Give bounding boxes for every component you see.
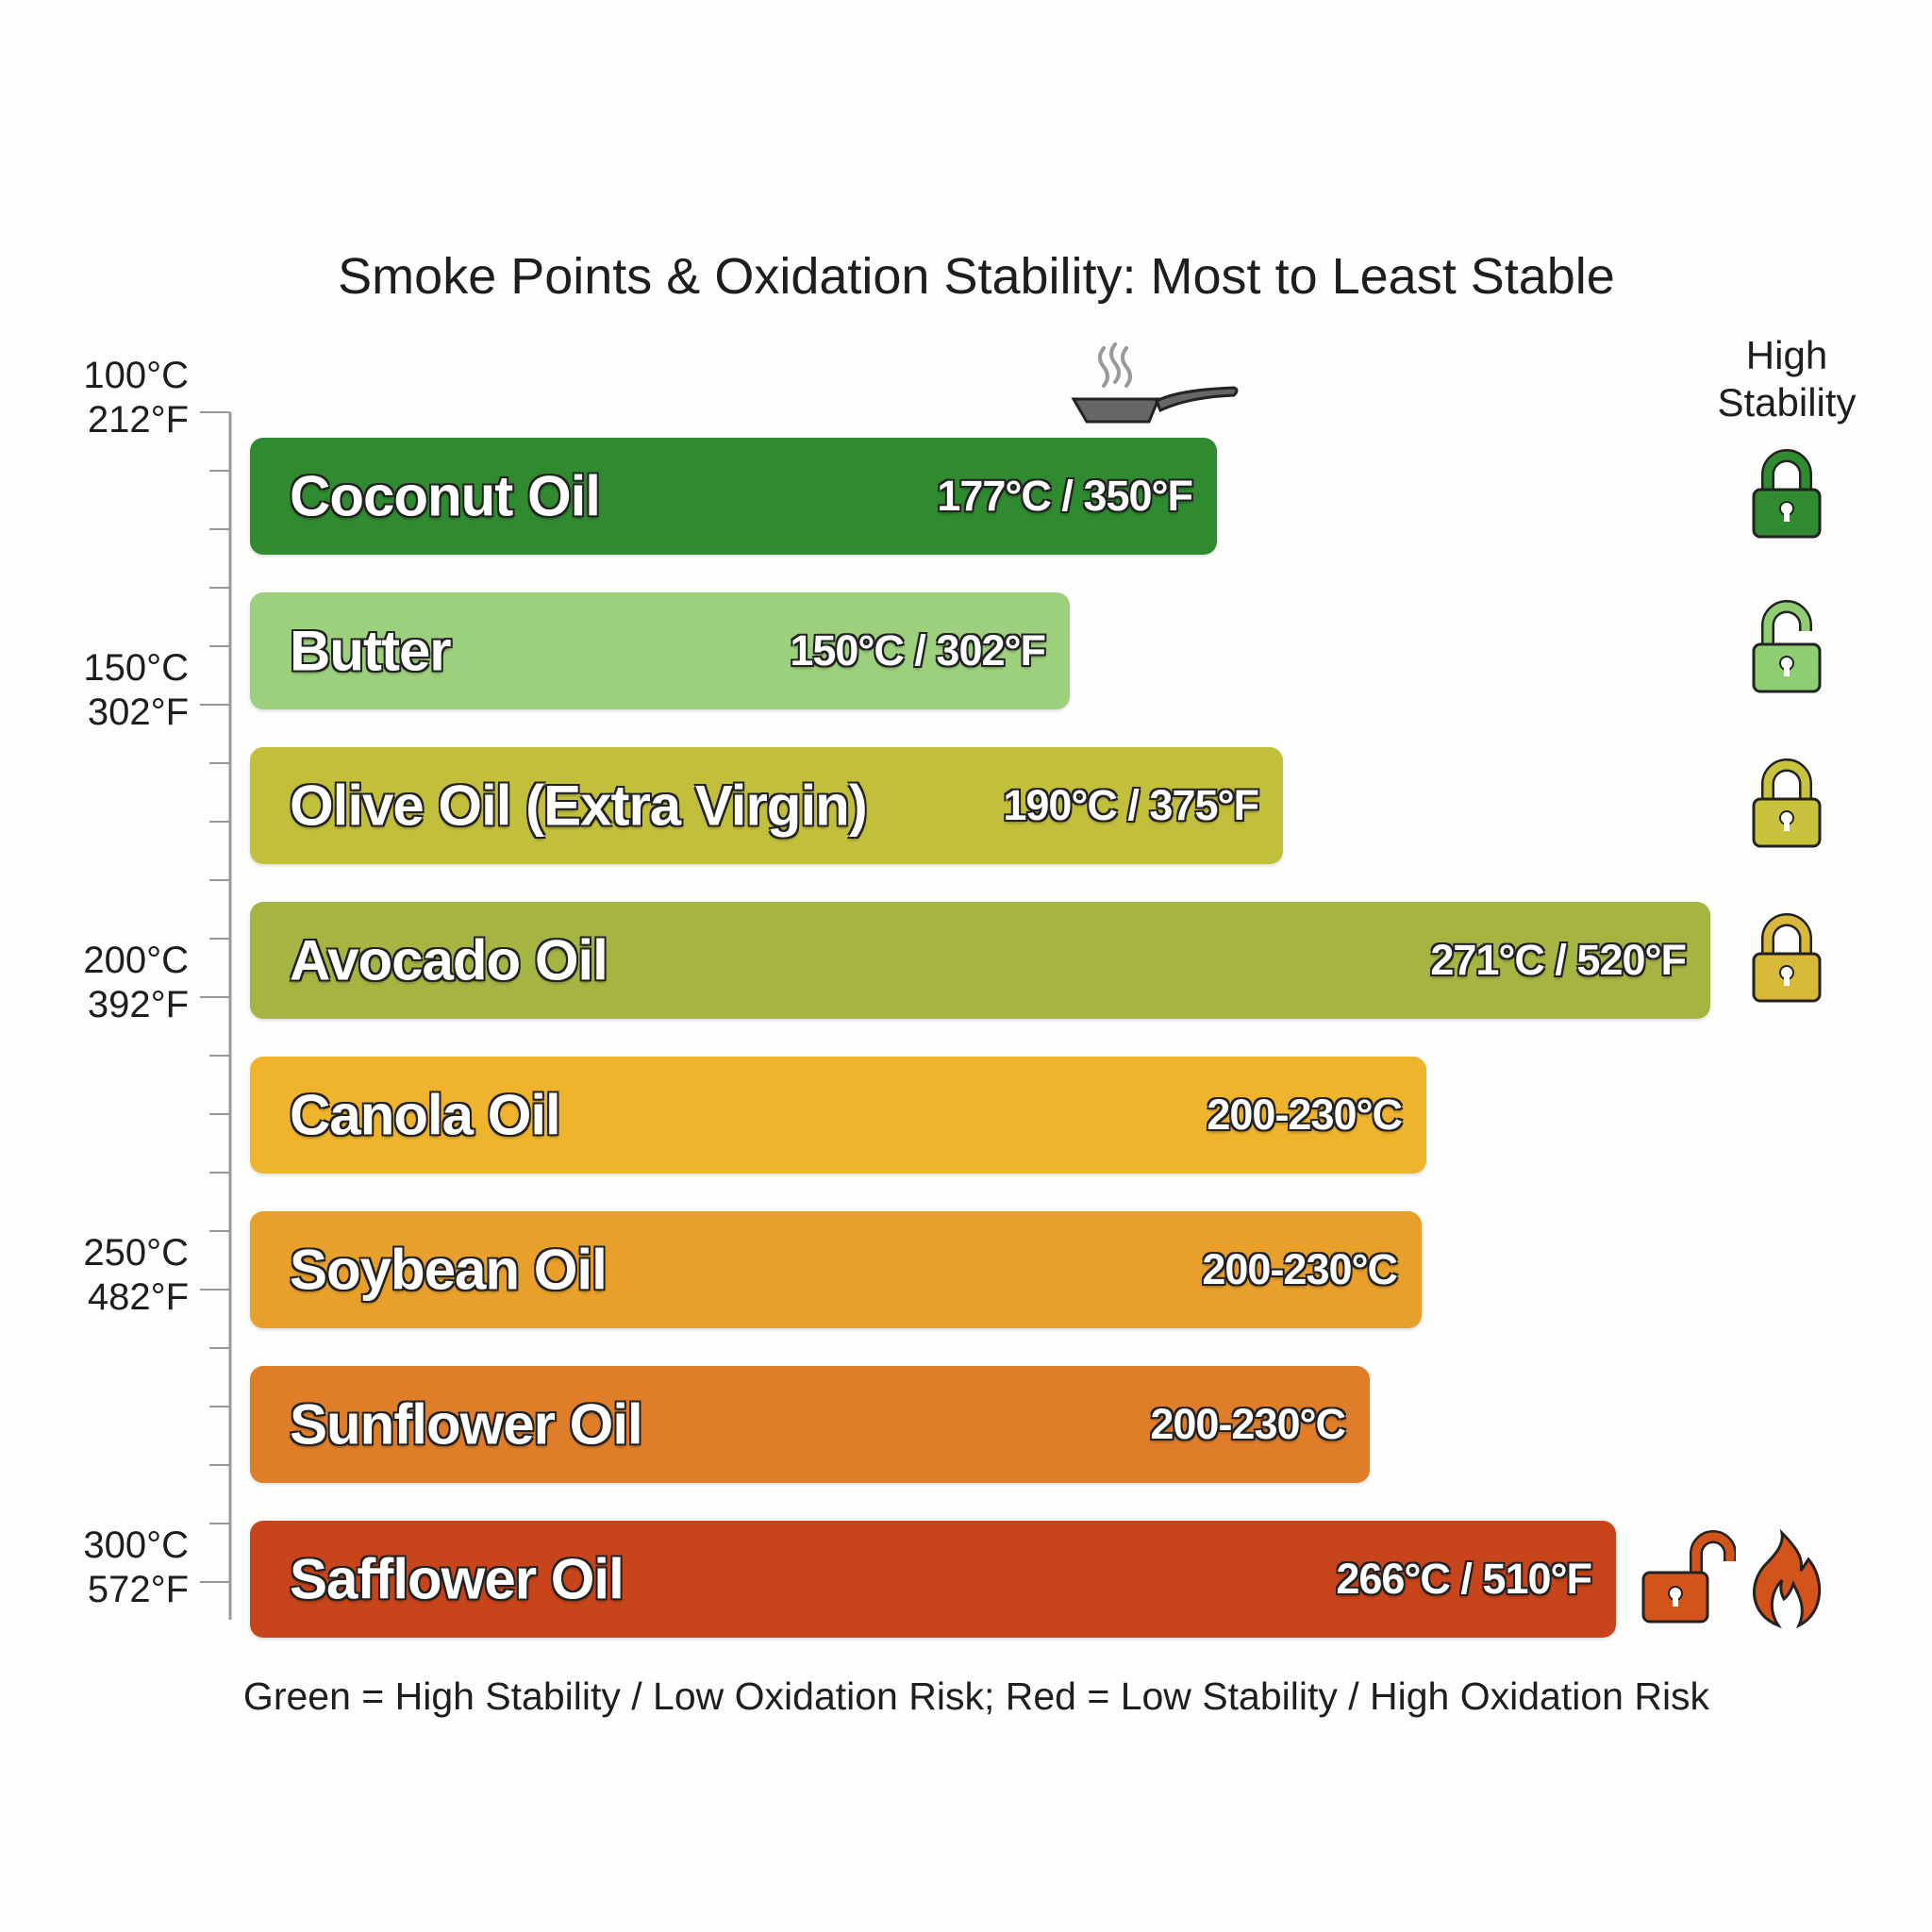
bar-value-label: 266°C / 510°F xyxy=(1336,1555,1592,1603)
bar-butter: Butter 150°C / 302°F xyxy=(250,592,1070,709)
bar-label: Avocado Oil xyxy=(290,928,608,992)
axis-tick-label: 250°C 482°F xyxy=(57,1231,189,1320)
tick-label-fahrenheit: 482°F xyxy=(87,1276,189,1318)
flame-icon xyxy=(1753,1528,1821,1629)
axis-tick-label: 200°C 392°F xyxy=(57,939,189,1027)
lock-closed-icon xyxy=(1752,449,1822,539)
bar-value-label: 150°C / 302°F xyxy=(790,626,1046,675)
tick-label-celsius: 100°C xyxy=(83,355,189,396)
lock-closed-icon xyxy=(1752,913,1822,1003)
bar-olive-oil-extra-virgin: Olive Oil (Extra Virgin) 190°C / 375°F xyxy=(250,747,1283,864)
bar-safflower-oil: Safflower Oil 266°C / 510°F xyxy=(250,1521,1616,1638)
tick-label-fahrenheit: 212°F xyxy=(87,399,189,441)
bar-label: Canola Oil xyxy=(290,1083,561,1147)
tick-label-celsius: 200°C xyxy=(83,940,189,981)
bar-sunflower-oil: Sunflower Oil 200-230°C xyxy=(250,1366,1370,1483)
bar-label: Coconut Oil xyxy=(290,464,601,528)
bar-label: Sunflower Oil xyxy=(290,1392,643,1457)
bar-value-label: 190°C / 375°F xyxy=(1003,781,1259,829)
bar-avocado-oil: Avocado Oil 271°C / 520°F xyxy=(250,902,1710,1019)
lock-open-icon xyxy=(1752,600,1822,693)
bar-canola-oil: Canola Oil 200-230°C xyxy=(250,1057,1426,1174)
axis-tick-label: 150°C 302°F xyxy=(57,646,189,735)
bar-label: Butter xyxy=(290,619,452,683)
axis-tick-label: 300°C 572°F xyxy=(57,1524,189,1612)
tick-label-celsius: 300°C xyxy=(83,1524,189,1566)
bar-coconut-oil: Coconut Oil 177°C / 350°F xyxy=(250,438,1217,555)
tick-label-celsius: 150°C xyxy=(83,647,189,689)
bar-label: Safflower Oil xyxy=(290,1547,625,1611)
tick-label-celsius: 250°C xyxy=(83,1232,189,1274)
bar-label: Olive Oil (Extra Virgin) xyxy=(290,774,868,838)
bar-value-label: 200-230°C xyxy=(1202,1245,1398,1293)
chart-footer-legend: Green = High Stability / Low Oxidation R… xyxy=(242,1674,1710,1718)
tick-label-fahrenheit: 302°F xyxy=(87,691,189,733)
frying-pan-icon xyxy=(1071,342,1239,424)
bar-label: Soybean Oil xyxy=(290,1238,608,1302)
chart-title: Smoke Points & Oxidation Stability: Most… xyxy=(338,248,1615,305)
tick-label-fahrenheit: 392°F xyxy=(87,984,189,1025)
lock-open-icon xyxy=(1641,1530,1736,1624)
bar-value-label: 271°C / 520°F xyxy=(1430,936,1687,984)
stability-legend-label: High Stability xyxy=(1717,333,1857,425)
axis-tick-label: 100°C 212°F xyxy=(57,354,189,442)
bar-value-label: 200-230°C xyxy=(1207,1091,1403,1139)
lock-closed-icon xyxy=(1752,758,1822,848)
bar-value-label: 177°C / 350°F xyxy=(937,472,1193,520)
tick-label-fahrenheit: 572°F xyxy=(87,1569,189,1610)
bar-value-label: 200-230°C xyxy=(1150,1400,1346,1448)
bar-soybean-oil: Soybean Oil 200-230°C xyxy=(250,1211,1422,1328)
